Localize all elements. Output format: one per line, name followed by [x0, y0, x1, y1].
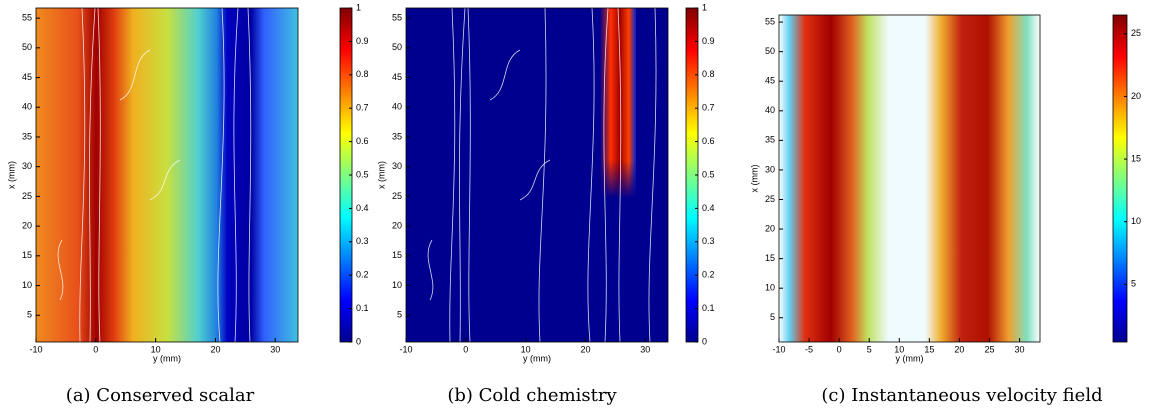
y-tick-label: 20	[392, 220, 402, 230]
y-tick-label: 5	[27, 310, 32, 320]
y-tick-label: 15	[392, 250, 402, 260]
y-tick-label: 55	[392, 12, 402, 22]
x-tick-label: -10	[29, 344, 42, 354]
y-tick-label: 5	[397, 310, 402, 320]
colorbar-tick-label: 0	[356, 336, 361, 346]
caption: (c) Instantaneous velocity field	[821, 385, 1102, 406]
colorbar-tick-label: 0.7	[702, 103, 715, 113]
x-tick-label: 10	[151, 344, 161, 354]
colorbar-tick-label: 0.8	[356, 69, 369, 79]
y-axis-label: x (mm)	[749, 165, 759, 193]
colorbar-tick-label: 0.5	[702, 169, 715, 179]
colorbar-tick-label: 15	[1131, 153, 1141, 163]
y-axis-label: x (mm)	[6, 161, 16, 189]
y-tick-label: 25	[22, 191, 32, 201]
x-tick-label: 10	[521, 344, 531, 354]
y-tick-label: 10	[22, 280, 32, 290]
x-tick-label: -5	[805, 344, 813, 354]
x-tick-label: 0	[93, 344, 98, 354]
x-tick-label: 0	[463, 344, 468, 354]
y-axis-label: x (mm)	[376, 161, 386, 189]
colorbar-tick-label: 0.4	[702, 203, 715, 213]
colorbar-tick-label: 20	[1131, 91, 1141, 101]
x-tick-label: 0	[837, 344, 842, 354]
y-tick-label: 45	[765, 76, 775, 86]
colorbar-tick-label: 0.1	[702, 303, 715, 313]
colorbar-tick-label: 0	[702, 336, 707, 346]
x-tick-label: -10	[772, 344, 785, 354]
y-tick-label: 40	[765, 105, 775, 115]
colorbar-tick-label: 0.7	[356, 103, 369, 113]
y-tick-label: 10	[392, 280, 402, 290]
colorbar-tick-label: 0.4	[356, 203, 369, 213]
x-tick-label: 10	[894, 344, 904, 354]
colorbar-tick-label: 0.3	[356, 236, 369, 246]
caption: (b) Cold chemistry	[447, 385, 617, 406]
y-tick-label: 35	[765, 135, 775, 145]
y-tick-label: 20	[765, 223, 775, 233]
y-tick-label: 50	[765, 46, 775, 56]
x-axis-label: y (mm)	[896, 353, 924, 363]
x-tick-label: 20	[954, 344, 964, 354]
colorbar-tick-label: 0.2	[356, 270, 369, 280]
y-tick-label: 30	[765, 164, 775, 174]
colorbar-tick-label: 0.1	[356, 303, 369, 313]
x-tick-label: 30	[1015, 344, 1025, 354]
y-tick-label: 10	[765, 283, 775, 293]
y-tick-label: 50	[392, 42, 402, 52]
x-tick-label: 30	[640, 344, 650, 354]
y-tick-label: 20	[22, 220, 32, 230]
plot-frame	[35, 7, 299, 343]
y-tick-label: 45	[392, 72, 402, 82]
y-tick-label: 30	[392, 161, 402, 171]
x-tick-label: 30	[270, 344, 280, 354]
y-tick-label: 30	[22, 161, 32, 171]
y-tick-label: 35	[392, 131, 402, 141]
y-tick-label: 35	[22, 131, 32, 141]
colorbar-tick-label: 0.2	[702, 270, 715, 280]
caption: (a) Conserved scalar	[66, 385, 255, 406]
colorbar-tick-label: 1	[702, 2, 707, 12]
colorbar-tick-label: 0.5	[356, 169, 369, 179]
x-axis-label: y (mm)	[153, 353, 181, 363]
colorbar-tick-label: 0.6	[702, 136, 715, 146]
colorbar-tick-label: 0.9	[702, 36, 715, 46]
x-tick-label: 5	[867, 344, 872, 354]
y-tick-label: 40	[22, 102, 32, 112]
x-tick-label: -10	[399, 344, 412, 354]
field-b	[406, 7, 668, 343]
x-axis-label: y (mm)	[523, 353, 551, 363]
y-tick-label: 45	[22, 72, 32, 82]
y-tick-label: 25	[392, 191, 402, 201]
colorbar-tick-label: 0.6	[356, 136, 369, 146]
colorbar-tick-label: 0.8	[702, 69, 715, 79]
field-c	[779, 15, 1040, 342]
colorbar-tick-label: 10	[1131, 216, 1141, 226]
colorbar-tick-label: 0.9	[356, 36, 369, 46]
field-a	[36, 7, 298, 343]
colorbar-tick-label: 25	[1131, 28, 1141, 38]
colorbar-tick-label: 0.3	[702, 236, 715, 246]
y-tick-label: 55	[22, 12, 32, 22]
y-tick-label: 5	[770, 312, 775, 322]
colorbar-tick-label: 1	[356, 2, 361, 12]
y-tick-label: 25	[765, 194, 775, 204]
x-tick-label: 25	[984, 344, 994, 354]
colorbar	[1112, 14, 1128, 343]
plot-frame	[405, 7, 669, 343]
y-tick-label: 15	[765, 253, 775, 263]
y-tick-label: 50	[22, 42, 32, 52]
y-tick-label: 15	[22, 250, 32, 260]
plot-frame	[778, 14, 1041, 343]
x-tick-label: 20	[210, 344, 220, 354]
y-tick-label: 55	[765, 16, 775, 26]
y-tick-label: 40	[392, 102, 402, 112]
x-tick-label: 15	[924, 344, 934, 354]
x-tick-label: 20	[580, 344, 590, 354]
colorbar-tick-label: 5	[1131, 279, 1136, 289]
